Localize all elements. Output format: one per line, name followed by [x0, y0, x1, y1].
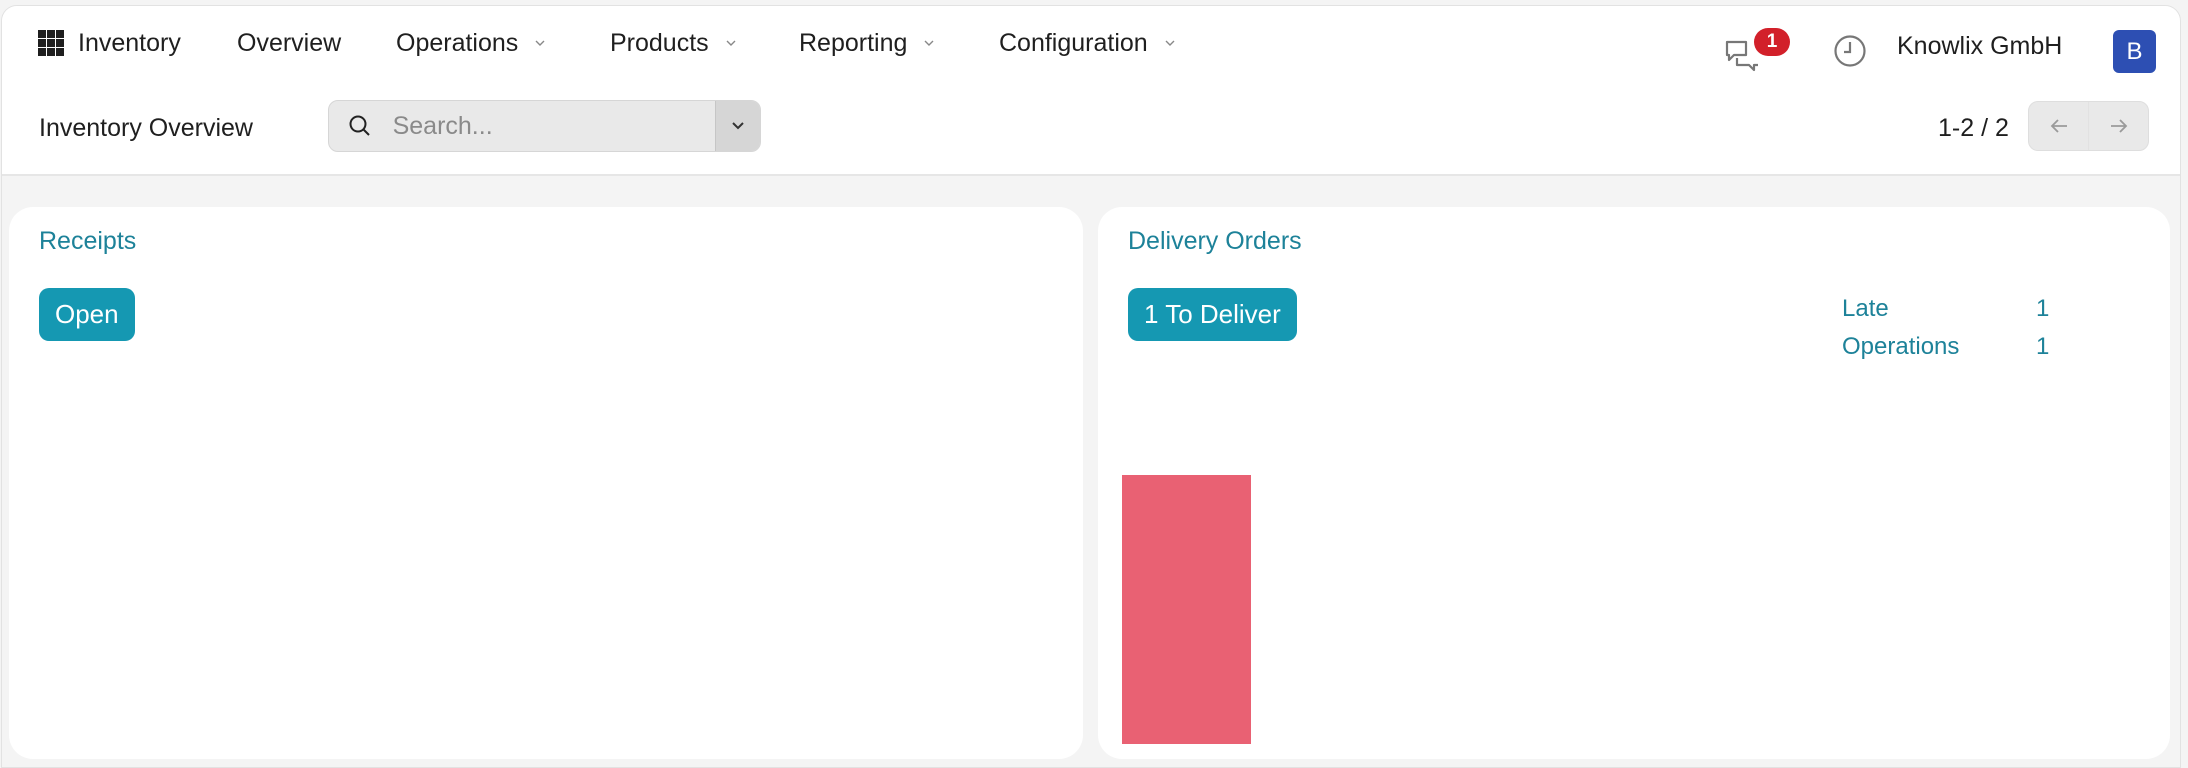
delivery-orders-title[interactable]: Delivery Orders [1128, 227, 1302, 255]
menu-configuration[interactable]: Configuration [999, 25, 1176, 61]
chevron-down-icon [1165, 40, 1175, 46]
arrow-right-icon [2110, 119, 2127, 133]
receipts-card: Receipts Open [9, 207, 1083, 759]
receipts-title[interactable]: Receipts [39, 227, 137, 255]
menu-reporting-label: Reporting [799, 28, 908, 57]
menu-operations-label: Operations [396, 28, 519, 57]
stat-value: 1 [2036, 333, 2050, 360]
menu-operations[interactable]: Operations [396, 25, 546, 61]
menu-overview-label: Overview [237, 28, 342, 57]
app-name-inventory[interactable]: Inventory [78, 28, 181, 57]
menu-overview[interactable]: Overview [237, 25, 341, 61]
top-navbar: Inventory Overview Operations Products R… [2, 6, 2180, 86]
chevron-down-icon [535, 40, 545, 46]
search-input[interactable] [374, 101, 715, 151]
app-window: Inventory Overview Operations Products R… [1, 5, 2181, 768]
to-deliver-button[interactable]: 1 To Deliver [1128, 288, 1297, 341]
chat-bubbles-icon [1725, 40, 1758, 72]
chevron-down-icon [726, 40, 736, 46]
stat-operations[interactable]: Operations 1 [1842, 328, 2049, 366]
delivery-graph [1098, 207, 2170, 759]
menu-reporting[interactable]: Reporting [799, 25, 935, 61]
search-bar [328, 100, 761, 152]
header: Inventory Overview Operations Products R… [2, 6, 2180, 176]
delivery-stats: Late 1 Operations 1 [1842, 290, 2049, 366]
stat-label: Operations [1842, 333, 1960, 360]
menu-products-label: Products [610, 28, 709, 57]
search-icon [329, 101, 375, 151]
messages-button[interactable]: 1 [1724, 28, 1794, 74]
delivery-orders-card: Delivery Orders 1 To Deliver Late 1 Oper… [1098, 207, 2170, 759]
messages-badge: 1 [1754, 28, 1790, 56]
apps-grid-icon[interactable] [38, 30, 64, 56]
receipts-open-button[interactable]: Open [39, 288, 135, 341]
stat-late[interactable]: Late 1 [1842, 290, 2049, 328]
arrow-left-icon [2050, 119, 2067, 133]
pager-value[interactable]: 1-2 / 2 [1938, 114, 2009, 142]
company-switcher[interactable]: Knowlix GmbH [1897, 32, 2063, 60]
clock-icon[interactable] [1833, 34, 1867, 68]
stat-label: Late [1842, 295, 1889, 322]
user-avatar[interactable]: B [2113, 30, 2156, 73]
pager-next-button[interactable] [2088, 102, 2148, 150]
pager-buttons [2028, 101, 2149, 151]
chevron-down-icon [924, 40, 934, 46]
pager-previous-button[interactable] [2029, 102, 2088, 150]
search-options-toggle[interactable] [714, 101, 760, 151]
chevron-down-icon [732, 122, 744, 130]
menu-products[interactable]: Products [610, 25, 737, 61]
graph-bar-late[interactable] [1122, 475, 1251, 744]
menu-configuration-label: Configuration [999, 28, 1148, 57]
page-title: Inventory Overview [39, 114, 253, 142]
stat-value: 1 [2036, 295, 2050, 322]
